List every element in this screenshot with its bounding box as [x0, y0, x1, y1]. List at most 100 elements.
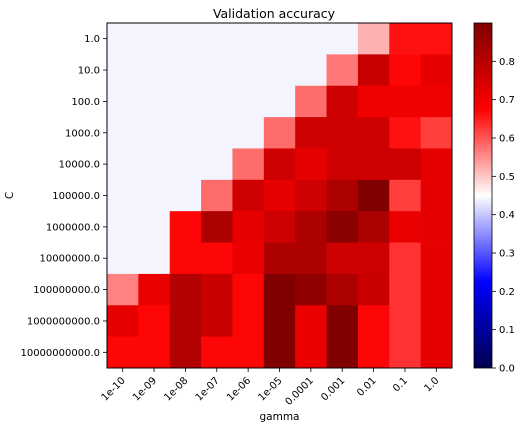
heatmap-cell — [420, 242, 453, 275]
heatmap-cell — [420, 117, 453, 149]
y-tick-label: 1000000000.0 — [27, 316, 100, 327]
heatmap-cell — [263, 242, 296, 275]
y-tick-label: 1.0 — [84, 34, 100, 45]
heatmap-cell — [263, 305, 296, 338]
heatmap-cell — [357, 211, 390, 243]
heatmap-cell — [295, 211, 327, 243]
x-tick-label: 1e-08 — [162, 375, 190, 403]
heatmap-cells — [107, 23, 453, 369]
heatmap-cell — [107, 54, 139, 87]
heatmap-cell — [169, 23, 202, 55]
heatmap-cell — [107, 23, 139, 55]
heatmap-cell — [138, 273, 171, 306]
heatmap-cell — [169, 336, 202, 369]
heatmap-cell — [389, 305, 422, 338]
heatmap-cell — [169, 273, 202, 306]
colorbar-tick-label: 0.2 — [499, 287, 515, 298]
heatmap-cell — [389, 242, 422, 275]
heatmap-cell — [138, 85, 171, 118]
heatmap-cell — [263, 148, 296, 181]
heatmap-cell — [138, 148, 171, 181]
heatmap-cell — [138, 117, 171, 149]
x-tick-label: 0.01 — [355, 375, 379, 399]
heatmap-cell — [326, 54, 359, 87]
heatmap-cell — [326, 211, 359, 243]
heatmap-cell — [169, 117, 202, 149]
heatmap-cell — [326, 23, 359, 55]
heatmap-cell — [420, 336, 453, 369]
heatmap-cell — [107, 117, 139, 149]
y-tick-label: 1000.0 — [65, 128, 100, 139]
x-tick-label: 1e-06 — [225, 375, 253, 403]
heatmap-cell — [295, 148, 327, 181]
heatmap-cell — [326, 179, 359, 212]
heatmap-cell — [107, 242, 139, 275]
heatmap-cell — [201, 305, 233, 338]
heatmap-cell — [263, 179, 296, 212]
heatmap-cell — [295, 23, 327, 55]
heatmap-cell — [326, 305, 359, 338]
heatmap-cell — [201, 179, 233, 212]
heatmap-cell — [138, 211, 171, 243]
heatmap-cell — [420, 148, 453, 181]
heatmap-cell — [420, 211, 453, 243]
y-tick-label: 10000000.0 — [40, 254, 100, 265]
colorbar-tick-label: 0.1 — [499, 325, 515, 336]
x-tick-label: 1e-07 — [194, 375, 222, 403]
heatmap-cell — [326, 273, 359, 306]
heatmap-cell — [263, 85, 296, 118]
heatmap-cell — [389, 85, 422, 118]
heatmap-cell — [357, 148, 390, 181]
heatmap-cell — [263, 23, 296, 55]
heatmap-cell — [169, 211, 202, 243]
heatmap-cell — [326, 242, 359, 275]
heatmap-cell — [201, 148, 233, 181]
heatmap-cell — [357, 54, 390, 87]
heatmap-cell — [326, 148, 359, 181]
heatmap-cell — [326, 85, 359, 118]
heatmap-cell — [357, 23, 390, 55]
colorbar-tick-label: 0.5 — [499, 172, 515, 183]
heatmap-cell — [263, 273, 296, 306]
heatmap-cell — [169, 148, 202, 181]
heatmap-cell — [420, 54, 453, 87]
heatmap-cell — [232, 54, 265, 87]
x-tick-label: 1.0 — [422, 375, 441, 394]
heatmap-cell — [138, 305, 171, 338]
heatmap-cell — [232, 148, 265, 181]
colorbar-tick-label: 0.7 — [499, 95, 515, 106]
heatmap-cell — [295, 305, 327, 338]
heatmap-cell — [420, 273, 453, 306]
heatmap-cell — [169, 179, 202, 212]
heatmap-cell — [389, 23, 422, 55]
heatmap-cell — [420, 305, 453, 338]
colorbar-tick-label: 0.3 — [499, 249, 515, 260]
heatmap-cell — [201, 336, 233, 369]
y-tick-label: 100000.0 — [52, 191, 100, 202]
y-tick-label: 10000.0 — [59, 160, 100, 171]
heatmap-cell — [232, 305, 265, 338]
y-tick-label: 10.0 — [78, 66, 100, 77]
heatmap-cell — [232, 211, 265, 243]
heatmap-cell — [232, 117, 265, 149]
heatmap-cell — [357, 336, 390, 369]
heatmap-cell — [107, 148, 139, 181]
heatmap-cell — [201, 211, 233, 243]
heatmap-cell — [107, 179, 139, 212]
colorbar-tick-label: 0.8 — [499, 57, 515, 68]
heatmap-cell — [357, 117, 390, 149]
heatmap-cell — [263, 336, 296, 369]
chart-title: Validation accuracy — [213, 6, 336, 21]
heatmap-cell — [232, 336, 265, 369]
heatmap-cell — [263, 211, 296, 243]
heatmap-cell — [295, 117, 327, 149]
y-tick-label: 10000000000.0 — [20, 348, 100, 359]
heatmap-cell — [295, 273, 327, 306]
y-tick-label: 1000000.0 — [46, 222, 100, 233]
x-tick-label: 0.001 — [319, 375, 347, 403]
heatmap-cell — [138, 54, 171, 87]
heatmap-cell — [201, 117, 233, 149]
heatmap-cell — [420, 179, 453, 212]
x-tick-label: 0.1 — [391, 375, 410, 394]
